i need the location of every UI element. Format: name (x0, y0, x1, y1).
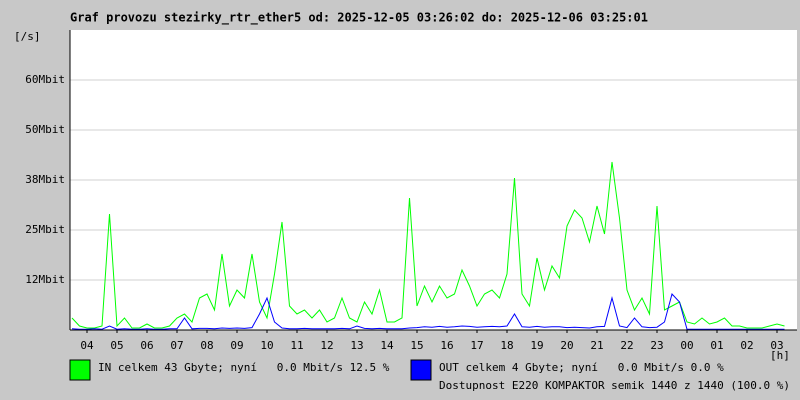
x-tick-label: 13 (350, 339, 363, 352)
legend-swatch (69, 359, 91, 381)
legend-label: IN celkem 43 Gbyte; nyní 0.0 Mbit/s 12.5… (98, 361, 390, 374)
x-unit-label: [h] (770, 349, 790, 362)
x-tick-label: 12 (320, 339, 333, 352)
x-tick-label: 19 (530, 339, 543, 352)
x-tick-label: 22 (620, 339, 633, 352)
footnote: Dostupnost E220 KOMPAKTOR semik 1440 z 1… (439, 379, 790, 392)
legend-label: OUT celkem 4 Gbyte; nyní 0.0 Mbit/s 0.0 … (439, 361, 724, 374)
x-tick-label: 23 (650, 339, 663, 352)
x-tick-label: 15 (410, 339, 423, 352)
y-tick-label: 38Mbit (25, 173, 65, 186)
plot (70, 79, 797, 330)
x-tick-label: 11 (290, 339, 303, 352)
x-tick-label: 07 (170, 339, 183, 352)
x-tick-label: 04 (80, 339, 94, 352)
x-tick-label: 14 (380, 339, 394, 352)
y-unit-label: [/s] (14, 30, 41, 43)
x-tick-label: 03 (770, 339, 783, 352)
x-tick-label: 10 (260, 339, 273, 352)
series-line (71, 293, 785, 330)
x-tick-label: 00 (680, 339, 693, 352)
x-tick-label: 18 (500, 339, 513, 352)
legend-swatch (410, 359, 432, 381)
y-tick-label: 60Mbit (25, 73, 65, 86)
y-tick-label: 25Mbit (25, 223, 65, 236)
x-tick-label: 21 (590, 339, 603, 352)
x-tick-label: 20 (560, 339, 573, 352)
x-tick-label: 17 (470, 339, 483, 352)
x-tick-label: 02 (740, 339, 753, 352)
series-line (71, 161, 785, 329)
y-tick-label: 50Mbit (25, 123, 65, 136)
x-tick-label: 08 (200, 339, 213, 352)
chart-title: Graf provozu stezirky_rtr_ether5 od: 202… (70, 11, 648, 26)
x-tick-label: 16 (440, 339, 453, 352)
x-tick-label: 01 (710, 339, 723, 352)
x-tick-label: 09 (230, 339, 243, 352)
x-tick-label: 06 (140, 339, 153, 352)
y-tick-label: 12Mbit (25, 273, 65, 286)
x-tick-label: 05 (110, 339, 123, 352)
